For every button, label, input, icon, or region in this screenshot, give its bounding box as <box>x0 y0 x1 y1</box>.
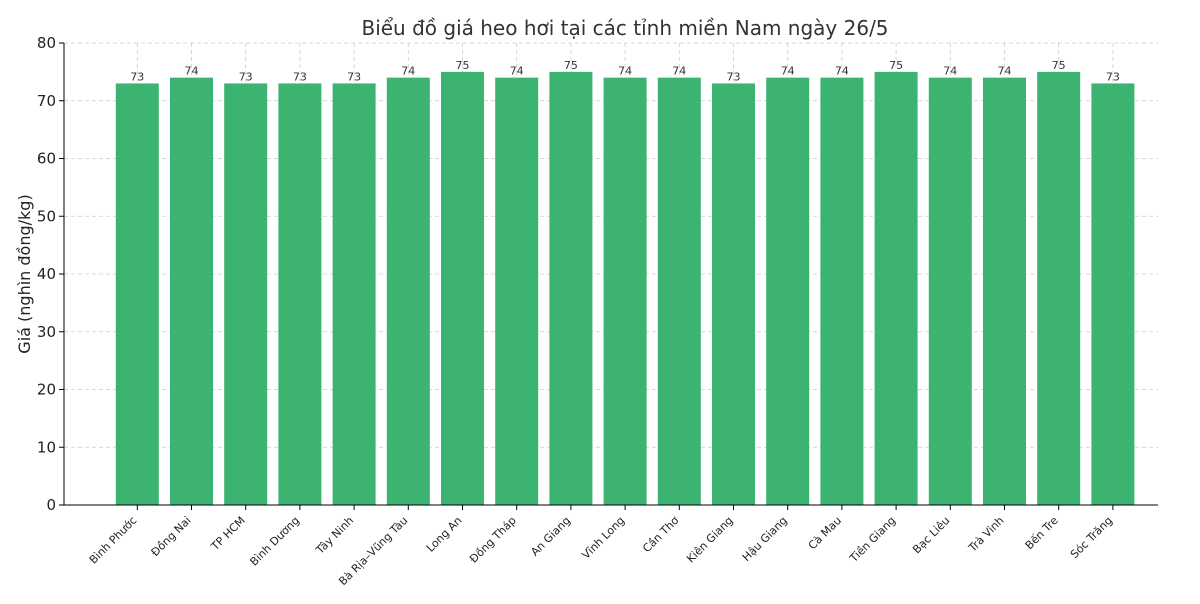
y-tick-label: 20 <box>37 381 56 399</box>
y-tick-label: 30 <box>37 323 56 341</box>
x-tick-label: Bến Tre <box>1023 514 1061 552</box>
x-tick-label: Hậu Giang <box>740 514 790 564</box>
y-tick-label: 80 <box>37 34 56 52</box>
bar <box>712 83 755 506</box>
x-tick-label: Bạc Liêu <box>910 514 952 556</box>
y-axis-ticks: 0 10 20 30 40 50 60 70 80 <box>37 34 64 514</box>
bar <box>549 71 593 505</box>
bar-value-label: 74 <box>998 65 1012 78</box>
x-tick-label: An Giang <box>528 514 573 559</box>
bar-value-label: 75 <box>564 59 578 72</box>
bars <box>115 71 1135 506</box>
bar <box>820 77 864 506</box>
bar-value-label: 75 <box>1052 59 1066 72</box>
bar <box>657 77 701 506</box>
bar <box>1091 83 1135 506</box>
bar <box>766 77 810 506</box>
x-axis-ticks: Bình Phước Đồng Nai TP HCM Bình Dương Tây Ni… <box>87 505 1115 588</box>
bar <box>874 71 918 505</box>
bar <box>332 83 376 506</box>
x-tick-label: TP HCM <box>208 514 248 554</box>
x-tick-label: Trà Vinh <box>965 514 1006 555</box>
y-tick-label: 0 <box>46 496 56 514</box>
bar-value-label: 74 <box>401 65 415 78</box>
bar-value-label: 74 <box>672 65 686 78</box>
bar <box>441 71 484 505</box>
x-tick-label: Đồng Tháp <box>467 514 519 566</box>
bar-value-label: 74 <box>835 65 849 78</box>
bar-value-label: 73 <box>1106 70 1120 83</box>
bar-value-label: 74 <box>781 65 795 78</box>
bar <box>495 77 539 506</box>
bar-value-label: 73 <box>293 70 307 83</box>
bar <box>603 77 647 506</box>
bar-value-label: 74 <box>943 65 957 78</box>
y-axis-label: Giá (nghìn đồng/kg) <box>15 194 34 353</box>
bar-value-label: 74 <box>510 65 524 78</box>
x-tick-label: Tây Ninh <box>313 514 356 557</box>
x-tick-label: Cần Thơ <box>640 514 681 555</box>
bar <box>115 83 159 506</box>
y-tick-label: 70 <box>37 92 56 110</box>
data-labels: 73 74 73 73 73 74 75 74 75 74 74 73 74 74 75 74 74 75 73 <box>130 59 1120 84</box>
x-tick-label: Cà Mau <box>806 514 844 552</box>
bar-value-label: 75 <box>889 59 903 72</box>
bar-value-label: 73 <box>239 70 253 83</box>
y-tick-label: 50 <box>37 207 56 225</box>
x-tick-label: Đồng Nai <box>149 514 194 559</box>
y-tick-label: 40 <box>37 265 56 283</box>
bar <box>983 77 1026 506</box>
bar-value-label: 74 <box>185 65 199 78</box>
bar-value-label: 74 <box>618 65 632 78</box>
bar <box>170 77 213 506</box>
chart-title: Biểu đồ giá heo hơi tại các tỉnh miền Na… <box>361 16 888 40</box>
bar-value-label: 73 <box>727 70 741 83</box>
x-tick-label: Bình Dương <box>247 514 302 569</box>
bar <box>224 83 268 506</box>
x-tick-label: Long An <box>424 514 465 555</box>
x-tick-label: Tiền Giang <box>847 514 899 566</box>
x-tick-label: Vĩnh Long <box>579 514 627 562</box>
x-tick-label: Bình Phước <box>87 514 140 567</box>
bar <box>278 83 322 506</box>
x-tick-label: Sóc Trăng <box>1068 514 1115 561</box>
axes <box>63 43 1158 506</box>
bar <box>1037 71 1081 505</box>
bar-value-label: 73 <box>130 70 144 83</box>
bar <box>928 77 972 506</box>
bar <box>386 77 430 506</box>
bar-value-label: 75 <box>456 59 470 72</box>
bar-value-label: 73 <box>347 70 361 83</box>
x-tick-label: Kiên Giang <box>684 514 735 565</box>
y-tick-label: 10 <box>37 438 56 456</box>
y-tick-label: 60 <box>37 150 56 168</box>
